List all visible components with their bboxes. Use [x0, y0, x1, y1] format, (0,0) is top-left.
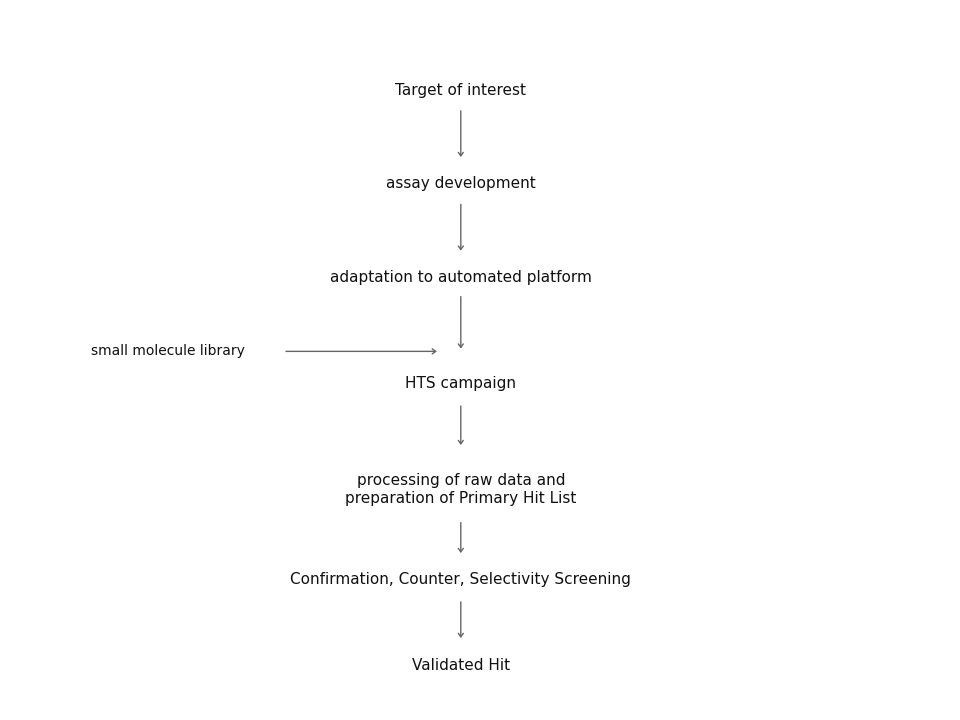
Text: processing of raw data and
preparation of Primary Hit List: processing of raw data and preparation o… [345, 474, 577, 505]
Text: Target of interest: Target of interest [396, 83, 526, 97]
Text: HTS campaign: HTS campaign [405, 376, 516, 390]
Text: Validated Hit: Validated Hit [412, 659, 510, 673]
Text: adaptation to automated platform: adaptation to automated platform [330, 270, 591, 284]
Text: assay development: assay development [386, 176, 536, 191]
Text: small molecule library: small molecule library [91, 344, 245, 359]
Text: Confirmation, Counter, Selectivity Screening: Confirmation, Counter, Selectivity Scree… [290, 572, 632, 587]
